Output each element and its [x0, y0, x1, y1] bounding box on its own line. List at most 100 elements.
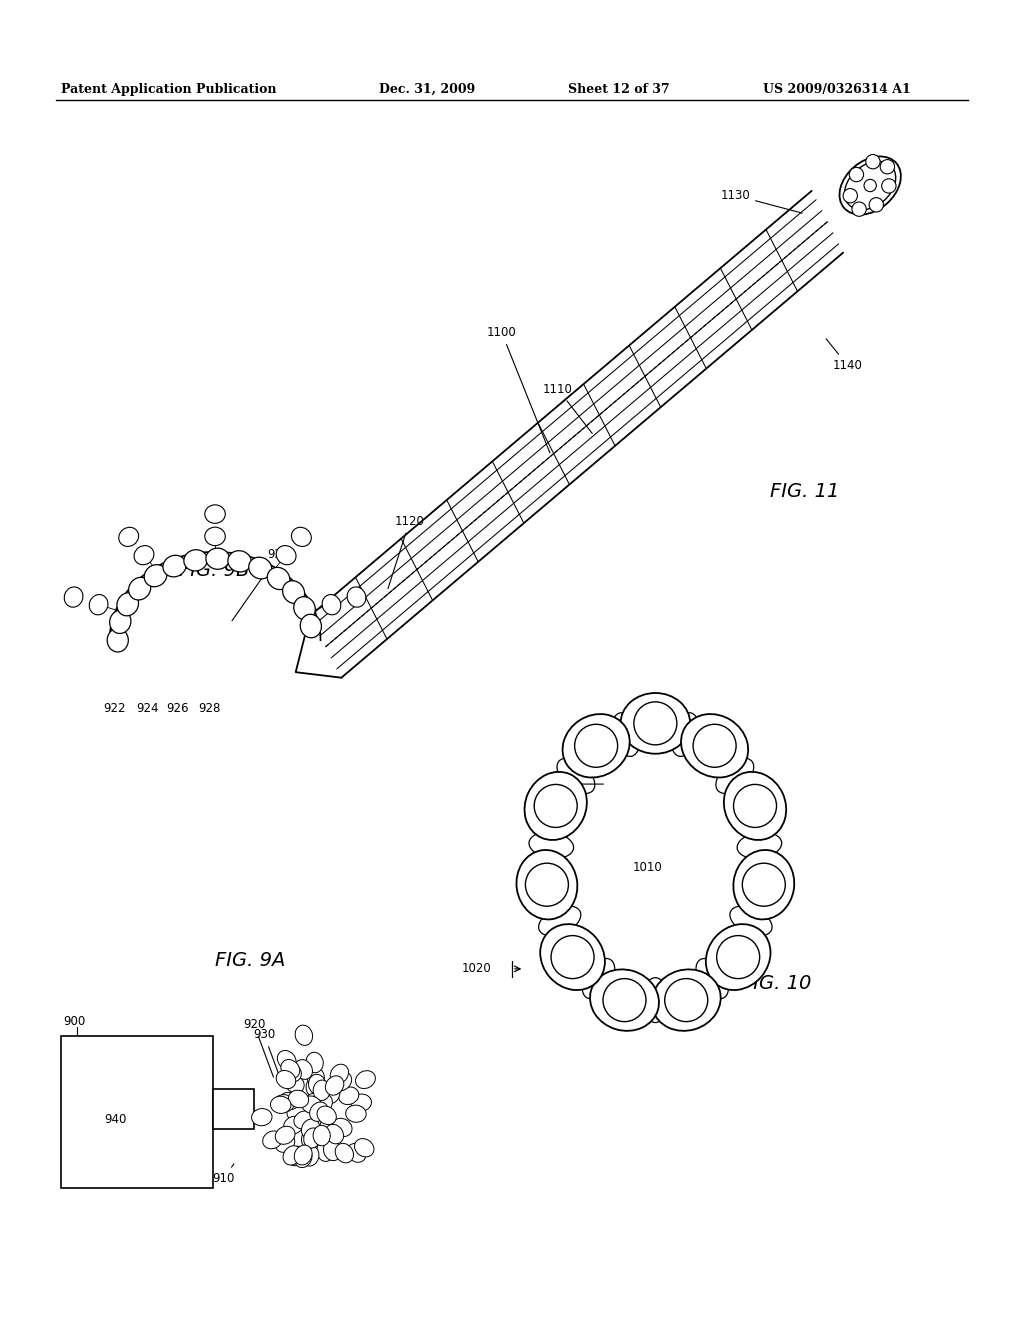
Ellipse shape	[307, 1067, 325, 1088]
Ellipse shape	[301, 1146, 318, 1166]
Text: 930: 930	[253, 1028, 284, 1088]
Circle shape	[525, 863, 568, 907]
Ellipse shape	[294, 1147, 312, 1168]
Ellipse shape	[289, 1090, 308, 1107]
Circle shape	[603, 978, 646, 1022]
Text: 1120: 1120	[388, 515, 425, 589]
Ellipse shape	[347, 587, 366, 607]
Ellipse shape	[309, 1102, 328, 1121]
Text: FIG. 9B: FIG. 9B	[179, 561, 250, 579]
Ellipse shape	[706, 924, 770, 990]
Ellipse shape	[205, 527, 225, 545]
Ellipse shape	[307, 1102, 328, 1119]
Circle shape	[742, 863, 785, 907]
Ellipse shape	[294, 597, 315, 620]
Ellipse shape	[65, 587, 83, 607]
Text: 1010: 1010	[633, 861, 663, 874]
Ellipse shape	[302, 1113, 321, 1133]
Text: Sheet 12 of 37: Sheet 12 of 37	[568, 83, 670, 96]
Ellipse shape	[301, 1119, 319, 1138]
Ellipse shape	[733, 850, 795, 920]
Ellipse shape	[304, 1129, 322, 1148]
Bar	[61, 1036, 213, 1188]
Ellipse shape	[326, 1125, 344, 1144]
Text: US 2009/0326314 A1: US 2009/0326314 A1	[763, 83, 910, 96]
Text: 1100: 1100	[486, 326, 550, 453]
Ellipse shape	[317, 1106, 336, 1125]
Ellipse shape	[590, 969, 659, 1031]
Ellipse shape	[324, 1140, 341, 1160]
Circle shape	[574, 725, 617, 767]
Ellipse shape	[351, 1094, 372, 1111]
Circle shape	[864, 180, 877, 191]
Ellipse shape	[119, 527, 138, 546]
Ellipse shape	[295, 1026, 312, 1045]
Ellipse shape	[541, 924, 605, 990]
Text: 1020: 1020	[462, 962, 492, 975]
Ellipse shape	[129, 577, 151, 601]
Ellipse shape	[228, 550, 251, 572]
Ellipse shape	[724, 772, 786, 840]
Text: 1110: 1110	[543, 383, 592, 433]
Ellipse shape	[322, 1085, 340, 1105]
Ellipse shape	[295, 1060, 312, 1080]
Text: 1000: 1000	[537, 777, 603, 791]
Ellipse shape	[275, 1126, 295, 1144]
Circle shape	[535, 784, 578, 828]
Circle shape	[852, 202, 866, 216]
Circle shape	[882, 178, 896, 193]
Ellipse shape	[89, 594, 108, 615]
Ellipse shape	[306, 1093, 325, 1113]
Ellipse shape	[144, 565, 167, 586]
Ellipse shape	[205, 504, 225, 523]
Ellipse shape	[347, 1143, 366, 1163]
Ellipse shape	[134, 545, 154, 565]
Circle shape	[865, 154, 880, 169]
Ellipse shape	[301, 1096, 322, 1114]
Ellipse shape	[249, 557, 271, 579]
Ellipse shape	[314, 1094, 333, 1114]
Ellipse shape	[621, 693, 690, 754]
Text: 920: 920	[232, 548, 290, 620]
Circle shape	[693, 725, 736, 767]
Text: 940: 940	[104, 1113, 127, 1126]
Text: 910: 910	[212, 1164, 234, 1185]
Ellipse shape	[737, 832, 781, 858]
Ellipse shape	[308, 1074, 326, 1094]
Text: Dec. 31, 2009: Dec. 31, 2009	[379, 83, 475, 96]
Ellipse shape	[716, 758, 754, 793]
Ellipse shape	[313, 1126, 331, 1146]
Ellipse shape	[270, 1096, 291, 1113]
Ellipse shape	[326, 1076, 344, 1096]
Ellipse shape	[339, 1086, 358, 1105]
Ellipse shape	[110, 610, 131, 634]
Text: 1140: 1140	[826, 339, 863, 372]
Ellipse shape	[346, 1105, 367, 1122]
Ellipse shape	[276, 545, 296, 565]
Text: 924: 924	[136, 702, 159, 715]
Ellipse shape	[163, 556, 186, 577]
Ellipse shape	[283, 1063, 301, 1081]
Text: 926: 926	[166, 702, 188, 715]
Ellipse shape	[355, 1071, 376, 1089]
Ellipse shape	[301, 1129, 319, 1148]
Ellipse shape	[557, 758, 595, 793]
Ellipse shape	[294, 1111, 313, 1129]
Ellipse shape	[539, 906, 581, 936]
Circle shape	[717, 936, 760, 978]
Text: FIG. 9A: FIG. 9A	[215, 952, 286, 970]
Ellipse shape	[333, 1118, 352, 1137]
Circle shape	[733, 784, 776, 828]
Ellipse shape	[263, 1131, 283, 1148]
Ellipse shape	[516, 850, 578, 920]
Ellipse shape	[583, 958, 614, 999]
Ellipse shape	[292, 527, 311, 546]
Ellipse shape	[117, 593, 138, 616]
Text: 922: 922	[103, 702, 126, 715]
Circle shape	[551, 936, 594, 978]
Ellipse shape	[280, 1093, 299, 1110]
Circle shape	[881, 160, 895, 174]
Ellipse shape	[651, 969, 721, 1031]
Circle shape	[869, 198, 884, 213]
Ellipse shape	[306, 1052, 324, 1073]
